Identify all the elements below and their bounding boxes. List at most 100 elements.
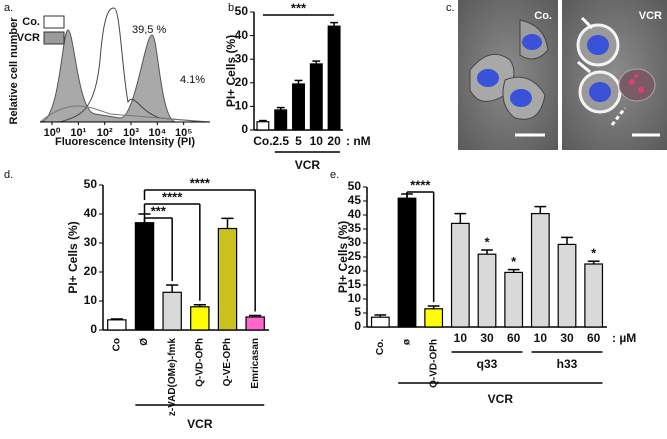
x-tick-label: 5 (295, 134, 302, 148)
unit-label: : µM (612, 331, 636, 345)
x-tick-label: Ø (139, 338, 150, 346)
y-tick-label: 40 (235, 28, 249, 42)
annotation: 4.1% (180, 74, 205, 86)
group-label: h33 (557, 357, 578, 371)
significance: **** (162, 189, 183, 204)
y-tick-label: 25 (348, 249, 362, 263)
y-tick-label: 20 (84, 264, 98, 278)
x-tick-label: z-VAD(OMe)-fmk (167, 338, 178, 417)
x-tick-label: Co. (253, 134, 272, 148)
x-tick-label: 10⁰ (44, 127, 61, 139)
y-tick-label: 45 (348, 193, 362, 207)
bar (190, 306, 210, 331)
panel-label: a. (4, 2, 13, 14)
bar (584, 263, 604, 328)
y-tick-label: 5 (354, 305, 361, 319)
y-tick-label: 30 (84, 235, 98, 249)
y-tick-label: 35 (348, 221, 362, 235)
y-tick-label: 20 (348, 263, 362, 277)
significance: *** (291, 0, 307, 15)
y-axis-label: PI+ Cells (%) (336, 221, 350, 293)
x-tick-label: 60 (587, 331, 601, 345)
bar (217, 227, 238, 331)
significance: *** (151, 203, 167, 218)
y-tick-label: 10 (84, 293, 98, 307)
x-tick-label: 10³ (123, 127, 139, 139)
panel-label: d. (4, 169, 13, 181)
significance: * (591, 246, 597, 261)
x-tick-label: 10² (97, 127, 113, 139)
legend-swatch (43, 15, 65, 29)
panel-label: b. (228, 2, 237, 14)
x-tick-label: Co. (375, 339, 386, 355)
x-tick-label: Q-VD-OPh (428, 339, 439, 388)
x-tick-label: 30 (480, 331, 494, 345)
x-tick-label: Q-VE-OPh (222, 338, 233, 386)
group-label: q33 (477, 357, 498, 371)
significance: **** (190, 175, 211, 190)
y-axis-label: PI+ Cells (%) (224, 35, 238, 107)
y-tick-label: 10 (348, 291, 362, 305)
histogram-curve (39, 29, 176, 123)
y-axis-label: Relative cell number (8, 17, 20, 125)
y-tick-label: 50 (84, 177, 98, 191)
bar (530, 213, 550, 328)
legend-label: Co. (22, 16, 40, 28)
y-tick-label: 50 (235, 4, 249, 18)
y-tick-label: 30 (235, 51, 249, 65)
y-tick-label: 0 (90, 322, 97, 336)
x-tick-label: 10¹ (70, 127, 86, 139)
panel-label: c. (446, 2, 455, 14)
y-tick-label: 50 (348, 179, 362, 193)
x-tick-label: 10 (454, 331, 468, 345)
significance: **** (410, 177, 431, 192)
x-tick-label: 60 (507, 331, 521, 345)
significance: * (484, 234, 490, 249)
bar (477, 253, 497, 328)
y-axis-label: PI+ Cells (%) (66, 221, 80, 293)
unit-label: : nM (346, 134, 371, 148)
y-tick-label: 0 (354, 319, 361, 333)
histogram-curve (39, 105, 211, 123)
bar (274, 109, 288, 131)
x-tick-label: Co (111, 338, 122, 351)
bar (292, 83, 305, 131)
y-tick-label: 40 (84, 206, 98, 220)
group-label: VCR (187, 417, 213, 431)
x-tick-label: Q-VD-OPh (194, 338, 205, 387)
bar (327, 25, 341, 131)
bar (397, 197, 417, 328)
bar (450, 222, 470, 328)
bar (504, 271, 524, 328)
group-label: VCR (295, 158, 321, 172)
legend-label: VCR (17, 32, 40, 44)
bar (309, 63, 323, 131)
y-tick-label: 10 (235, 99, 249, 113)
bar (370, 316, 390, 328)
x-tick-label: 30 (560, 331, 574, 345)
image-label: VCR (639, 10, 662, 22)
y-tick-label: 20 (235, 75, 249, 89)
x-tick-label: 10⁴ (148, 127, 166, 139)
micrograph-control (458, 0, 558, 150)
bar (424, 308, 444, 328)
x-tick-label: Emricasan (250, 338, 261, 389)
x-tick-label: 10 (310, 134, 324, 148)
x-tick-label: 20 (327, 134, 341, 148)
y-tick-label: 30 (348, 235, 362, 249)
y-tick-label: 0 (241, 122, 248, 136)
bar (162, 291, 182, 331)
x-tick-label: 10 (534, 331, 548, 345)
y-tick-label: 40 (348, 207, 362, 221)
bar (245, 316, 265, 331)
legend-swatch (43, 31, 65, 45)
x-tick-label: ø (402, 338, 413, 345)
x-tick-label: 2.5 (272, 134, 289, 148)
annotation: 39,5 % (132, 24, 166, 36)
x-axis-label: Fluorescence Intensity (PI) (55, 136, 195, 148)
bar (107, 319, 127, 331)
y-tick-label: 15 (348, 277, 362, 291)
bar (134, 222, 155, 331)
panel-label: e. (330, 169, 339, 181)
